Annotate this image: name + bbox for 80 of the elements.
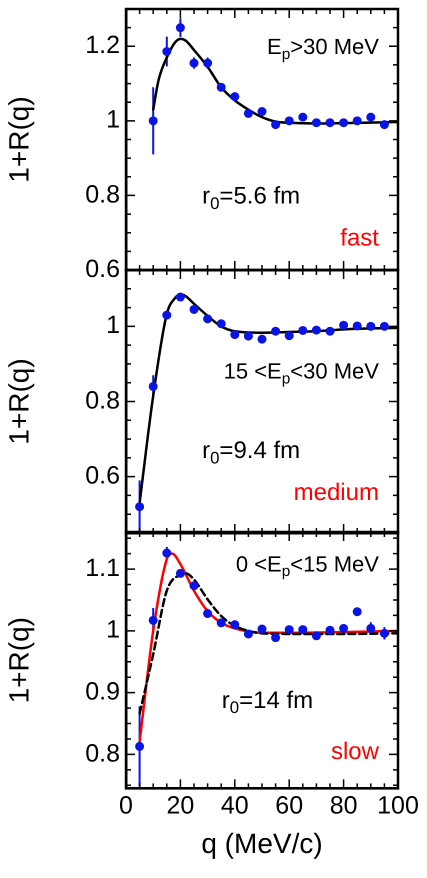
point <box>366 322 376 331</box>
y-axis-title: 1+R(q) <box>4 358 35 445</box>
point <box>339 118 348 128</box>
point <box>162 548 172 558</box>
point <box>312 631 321 640</box>
point <box>230 620 240 630</box>
point <box>216 618 226 628</box>
point <box>326 118 334 128</box>
point <box>230 330 240 340</box>
y-tick-label: 1 <box>106 106 120 134</box>
point <box>148 382 158 391</box>
point <box>312 326 321 335</box>
x-tick-label: 60 <box>275 791 304 820</box>
point <box>203 58 212 68</box>
point <box>162 47 172 56</box>
y-tick-label: 0.6 <box>85 254 120 283</box>
y-axis-title: 1+R(q) <box>4 96 35 183</box>
point <box>380 120 389 130</box>
point <box>298 326 308 335</box>
x-tick-label: 100 <box>377 791 419 820</box>
point <box>366 624 376 633</box>
point <box>244 108 253 118</box>
point <box>176 23 185 32</box>
point <box>271 633 280 642</box>
point <box>284 116 294 126</box>
point <box>135 502 144 512</box>
point <box>230 92 240 102</box>
annotation: slow <box>330 738 380 766</box>
x-tick-label: 80 <box>330 791 358 820</box>
point <box>190 581 198 590</box>
point <box>216 82 226 92</box>
point <box>148 616 158 625</box>
y-tick-label: 1 <box>106 616 120 644</box>
point <box>284 625 294 634</box>
y-tick-label: 0.8 <box>85 180 120 208</box>
point <box>339 320 348 330</box>
point <box>176 292 185 302</box>
point <box>176 568 185 578</box>
point <box>244 332 253 341</box>
point <box>244 629 253 638</box>
point <box>312 118 321 128</box>
point <box>190 58 198 68</box>
point <box>326 326 334 336</box>
point <box>298 112 308 122</box>
y-tick-label: 0.9 <box>85 678 120 706</box>
point <box>352 607 362 616</box>
point <box>135 742 144 751</box>
y-tick-label: 0.6 <box>85 462 120 490</box>
point <box>326 626 334 635</box>
point <box>380 628 389 638</box>
point <box>203 314 212 324</box>
point <box>148 116 158 126</box>
y-tick-label: 0.8 <box>85 739 120 768</box>
point <box>216 319 226 328</box>
x-axis-title: q (MeV/c) <box>201 828 323 859</box>
point <box>380 322 389 331</box>
point <box>298 625 308 634</box>
point <box>258 624 266 634</box>
x-tick-label: 40 <box>220 791 249 820</box>
point <box>258 334 266 344</box>
y-tick-label: 1.1 <box>85 554 120 582</box>
point <box>366 112 376 122</box>
y-axis-title: 1+R(q) <box>4 617 35 704</box>
point <box>271 120 280 130</box>
point <box>352 321 362 330</box>
point <box>258 107 266 116</box>
y-tick-label: 1.2 <box>85 31 120 60</box>
x-tick-label: 20 <box>166 791 194 820</box>
annotation: medium <box>294 479 379 506</box>
x-tick-label: 0 <box>119 791 133 820</box>
point <box>162 310 172 320</box>
annotation: fast <box>340 224 380 252</box>
point <box>203 609 212 618</box>
point <box>284 331 294 340</box>
y-tick-label: 1 <box>106 311 120 340</box>
point <box>339 624 348 633</box>
y-tick-label: 0.8 <box>85 386 120 414</box>
point <box>190 304 198 314</box>
point <box>271 326 280 336</box>
point <box>352 116 362 126</box>
